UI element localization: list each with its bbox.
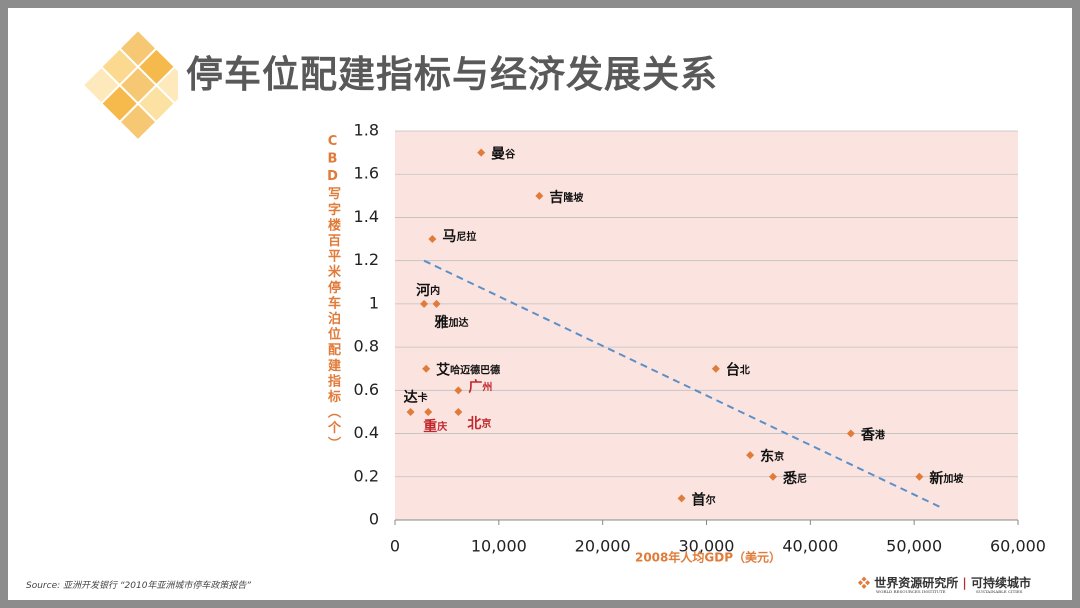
- point: [768, 472, 777, 481]
- point-label: 新加坡: [929, 470, 964, 487]
- point: [406, 407, 415, 416]
- point-label: 首尔: [692, 491, 716, 508]
- plot-area: [395, 131, 1018, 520]
- point-label: 悉尼: [782, 470, 807, 487]
- y-tick-label: 1: [369, 293, 379, 312]
- point: [535, 191, 544, 200]
- x-tick-label: 10,000: [471, 537, 527, 556]
- point: [711, 364, 720, 373]
- y-tick-label: 1.2: [354, 250, 379, 269]
- y-tick-label: 0.2: [354, 466, 379, 485]
- point-label: 曼谷: [491, 147, 516, 163]
- y-tick-label: 1.8: [354, 121, 379, 140]
- x-tick-label: 30,000: [679, 537, 735, 556]
- title: 停车位配建指标与经济发展关系: [186, 53, 718, 96]
- x-tick-label: 0: [390, 537, 400, 556]
- point-label: 重庆: [423, 418, 447, 435]
- y-tick-label: 0.4: [354, 423, 379, 442]
- logo-icon: ❖: [858, 576, 871, 590]
- logo-divider: |: [962, 576, 967, 590]
- x-tick-label: 20,000: [575, 537, 631, 556]
- point-label: 北京: [467, 416, 491, 432]
- point-label: 河内: [416, 282, 440, 299]
- point: [420, 299, 429, 308]
- y-tick-label: 1.6: [354, 164, 379, 183]
- point: [422, 364, 431, 373]
- point: [432, 299, 441, 308]
- source: Source: 亚洲开发银行 “2010年亚洲城市停车政策报告”: [26, 581, 252, 591]
- x-tick-label: 60,000: [990, 537, 1046, 556]
- point-label: 广州: [468, 378, 492, 395]
- point-label: 东京: [760, 448, 784, 465]
- logo: ❖ 世界资源研究所 | 可持续城市 WORLD RESOURCES INSTIT…: [858, 574, 1031, 594]
- point: [428, 235, 437, 244]
- x-axis-label: 2008年人均GDP（美元）: [635, 550, 781, 565]
- point-label: 台北: [726, 362, 750, 379]
- y-tick-label: 0.6: [354, 380, 379, 399]
- point-label: 艾哈迈德巴德: [436, 362, 500, 379]
- logo-left-sub: WORLD RESOURCES INSTITUTE: [876, 589, 946, 594]
- point-label: 马尼拉: [442, 229, 476, 245]
- point-label: 达卡: [404, 389, 428, 406]
- logo-right: 可持续城市: [970, 576, 1031, 590]
- y-tick-label: 0.8: [354, 337, 379, 356]
- y-tick-label: 0: [369, 510, 379, 529]
- point: [915, 472, 924, 481]
- point: [746, 451, 755, 460]
- point-label: 香港: [860, 427, 886, 444]
- point-label: 吉隆坡: [549, 189, 584, 206]
- point: [846, 429, 855, 438]
- title-icon: [84, 31, 178, 139]
- y-axis-label: CBD写字楼百平米停车泊位配建指标（个）: [325, 134, 340, 452]
- point: [424, 407, 433, 416]
- point: [454, 386, 463, 395]
- point: [677, 494, 686, 503]
- point: [454, 407, 463, 416]
- logo-right-sub: SUSTAINABLE CITIES: [976, 589, 1023, 594]
- logo-left: 世界资源研究所: [874, 576, 959, 590]
- x-tick-label: 40,000: [782, 537, 838, 556]
- point: [477, 148, 486, 157]
- point-label: 雅加达: [435, 314, 469, 331]
- x-tick-label: 50,000: [886, 537, 942, 556]
- y-tick-label: 1.4: [354, 207, 379, 226]
